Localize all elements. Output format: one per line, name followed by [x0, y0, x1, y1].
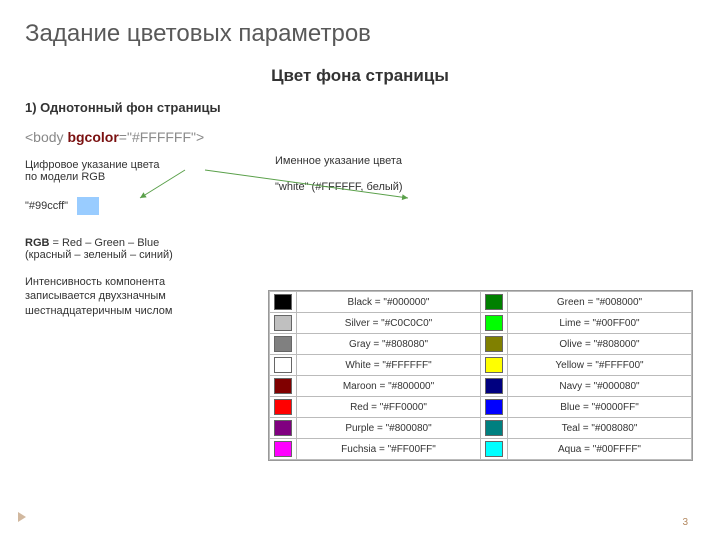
- digit-label-1: Цифровое указание цвета: [25, 159, 235, 171]
- code-open: <body: [25, 129, 67, 145]
- rgb-text: = Red – Green – Blue: [49, 237, 159, 249]
- color-label: Aqua = "#00FFFF": [508, 439, 692, 460]
- intensity-3: шестнадцатеричным числом: [25, 304, 235, 318]
- color-label: Gray = "#808080": [297, 334, 481, 355]
- color-swatch: [485, 357, 503, 373]
- color-swatch: [274, 357, 292, 373]
- white-label: "white" (#FFFFFF, белый): [275, 179, 403, 197]
- color-label: Maroon = "#800000": [297, 376, 481, 397]
- slide-title: Задание цветовых параметров: [25, 20, 695, 48]
- color-swatch: [274, 378, 292, 394]
- color-label: Red = "#FF0000": [297, 397, 481, 418]
- color-label: White = "#FFFFFF": [297, 355, 481, 376]
- color-swatch: [274, 315, 292, 331]
- color-label: Silver = "#C0C0C0": [297, 313, 481, 334]
- rgb-expansion: RGB = Red – Green – Blue: [25, 237, 235, 249]
- color-label: Blue = "#0000FF": [508, 397, 692, 418]
- color-swatch: [485, 336, 503, 352]
- named-label: Именное указание цвета: [275, 153, 403, 171]
- color-label: Fuchsia = "#FF00FF": [297, 439, 481, 460]
- slide-nav-icon: [18, 512, 26, 522]
- left-column: Цифровое указание цвета по модели RGB "#…: [25, 153, 235, 318]
- code-close: >: [196, 129, 204, 145]
- section-label: 1) Однотонный фон страницы: [25, 100, 695, 115]
- color-swatch: [274, 399, 292, 415]
- swatch-hex-label: "#99ccff": [25, 200, 68, 212]
- intensity-2: записывается двухзначным: [25, 289, 235, 303]
- color-label: Purple = "#800080": [297, 418, 481, 439]
- rgb-ru: (красный – зеленый – синий): [25, 249, 235, 261]
- color-label: Lime = "#00FF00": [508, 313, 692, 334]
- color-swatch: [485, 420, 503, 436]
- color-swatch: [274, 441, 292, 457]
- color-label: Black = "#000000": [297, 292, 481, 313]
- color-label: Teal = "#008080": [508, 418, 692, 439]
- rgb-bold: RGB: [25, 237, 49, 249]
- color-swatch: [485, 441, 503, 457]
- color-label: Green = "#008000": [508, 292, 692, 313]
- color-swatch: [485, 315, 503, 331]
- color-swatch: [485, 399, 503, 415]
- color-label: Yellow = "#FFFF00": [508, 355, 692, 376]
- color-swatch: [485, 378, 503, 394]
- intensity-1: Интенсивность компонента: [25, 275, 235, 289]
- color-table: Black = "#000000" Green = "#008000" Silver…: [268, 290, 693, 461]
- color-label: Olive = "#808000": [508, 334, 692, 355]
- color-swatch: [485, 294, 503, 310]
- color-label: Navy = "#000080": [508, 376, 692, 397]
- code-attr: bgcolor: [67, 129, 118, 145]
- color-swatch: [274, 336, 292, 352]
- code-example: <body bgcolor="#FFFFFF">: [25, 129, 695, 145]
- code-eq: =: [119, 129, 127, 145]
- page-number: 3: [682, 517, 688, 528]
- color-swatch: [274, 420, 292, 436]
- code-val: "#FFFFFF": [127, 129, 196, 145]
- swatch-99ccff: [77, 197, 99, 215]
- slide-subtitle: Цвет фона страницы: [25, 66, 695, 86]
- digit-label-2: по модели RGB: [25, 171, 235, 183]
- intensity-note: Интенсивность компонента записывается дв…: [25, 275, 235, 318]
- color-swatch: [274, 294, 292, 310]
